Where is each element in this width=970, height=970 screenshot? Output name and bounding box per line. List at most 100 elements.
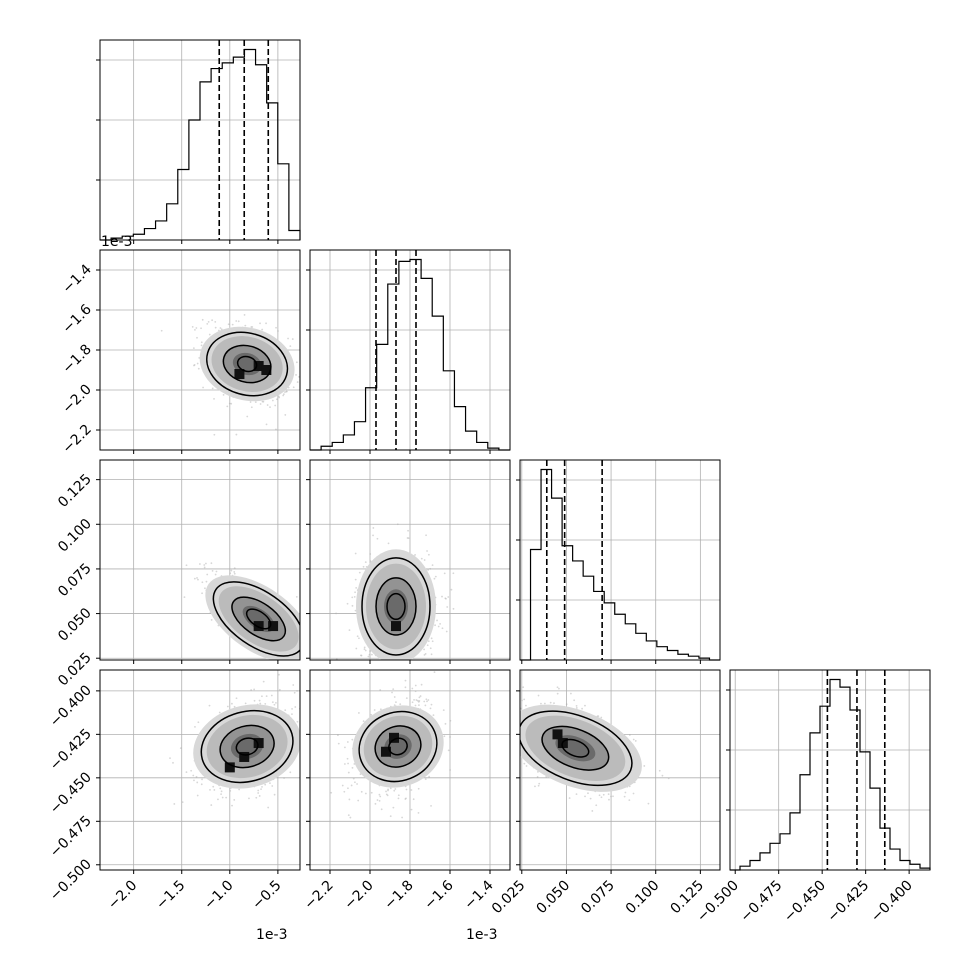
scatter-point bbox=[450, 588, 453, 591]
scatter-point bbox=[612, 795, 614, 798]
scatter-point bbox=[410, 808, 413, 811]
scatter-point bbox=[235, 320, 238, 322]
scatter-point bbox=[444, 722, 447, 725]
scatter-point bbox=[295, 361, 298, 364]
scatter-point bbox=[303, 639, 305, 641]
scatter-point bbox=[231, 804, 233, 807]
scatter-point bbox=[525, 765, 528, 767]
scatter-point bbox=[303, 628, 305, 630]
scatter-point bbox=[570, 692, 572, 695]
xtick-label-0-3: −0.5 bbox=[249, 877, 284, 912]
scatter-point bbox=[439, 622, 442, 625]
density-1-0 bbox=[199, 326, 295, 402]
scatter-point bbox=[558, 687, 560, 690]
scatter-point bbox=[392, 688, 395, 691]
scatter-point bbox=[378, 799, 381, 802]
scatter-point bbox=[333, 674, 335, 676]
xtick-label-1-1: −2.0 bbox=[341, 877, 376, 912]
scatter-point bbox=[337, 734, 339, 737]
scatter-point bbox=[427, 640, 430, 643]
offset-label-param1-x: 1e-3 bbox=[466, 927, 497, 943]
scatter-point bbox=[386, 794, 389, 797]
contour-line-1 bbox=[541, 725, 610, 771]
scatter-point bbox=[595, 804, 598, 807]
scatter-point bbox=[225, 796, 228, 799]
scatter-point bbox=[538, 782, 541, 785]
scatter-point bbox=[515, 706, 517, 708]
xtick-label-0-2: −1.0 bbox=[201, 877, 236, 912]
scatter-point bbox=[364, 792, 367, 795]
scatter-point bbox=[287, 337, 289, 340]
scatter-point bbox=[330, 791, 333, 794]
scatter-point bbox=[344, 746, 346, 749]
scatter-point bbox=[424, 778, 427, 781]
ytick-label-1-1: −2.0 bbox=[59, 382, 94, 417]
scatter-point bbox=[429, 647, 432, 650]
scatter-point bbox=[205, 562, 207, 565]
scatter-point bbox=[376, 799, 379, 801]
scatter-point bbox=[273, 793, 276, 796]
scatter-point bbox=[386, 673, 388, 675]
scatter-point bbox=[575, 793, 578, 796]
scatter-point bbox=[661, 774, 664, 777]
scatter-point bbox=[358, 637, 360, 640]
scatter-point bbox=[581, 707, 584, 710]
scatter-point bbox=[370, 653, 373, 656]
scatter-point bbox=[343, 763, 346, 765]
scatter-point bbox=[500, 757, 502, 759]
scatter-point bbox=[416, 699, 419, 702]
scatter-point bbox=[201, 778, 203, 781]
scatter-point bbox=[213, 397, 215, 400]
scatter-point bbox=[319, 721, 321, 723]
scatter-point bbox=[185, 564, 188, 567]
scatter-point bbox=[423, 653, 426, 656]
ytick-label-3-2: −0.450 bbox=[47, 769, 95, 817]
scatter-point bbox=[291, 713, 293, 716]
contour-line-0 bbox=[236, 355, 258, 373]
scatter-point bbox=[502, 729, 504, 731]
scatter-point bbox=[269, 782, 271, 785]
xtick-label-0-1: −1.5 bbox=[153, 877, 188, 912]
scatter-point bbox=[208, 333, 211, 336]
scatter-point bbox=[387, 789, 389, 792]
scatter-point bbox=[515, 740, 517, 742]
scatter-point bbox=[395, 701, 397, 704]
scatter-point bbox=[602, 793, 605, 796]
scatter-point bbox=[238, 788, 241, 791]
scatter-point bbox=[362, 720, 365, 723]
scatter-point bbox=[250, 406, 253, 409]
scatter-point bbox=[289, 345, 292, 347]
contour-line-1 bbox=[219, 724, 275, 769]
scatter-point bbox=[393, 704, 396, 707]
scatter-point bbox=[271, 399, 274, 402]
scatter-point bbox=[393, 696, 396, 698]
scatter-point bbox=[523, 698, 526, 701]
scatter-point bbox=[513, 704, 515, 706]
contour-line-2 bbox=[358, 710, 438, 783]
scatter-point bbox=[254, 401, 257, 404]
scatter-point bbox=[543, 702, 546, 705]
pair-panel-3-1: −2.2 −2.0 −1.8 −1.6 −1.4 bbox=[301, 669, 511, 913]
scatter-point bbox=[398, 672, 400, 674]
xtick-label-2-0: 0.025 bbox=[489, 877, 529, 917]
scatter-point bbox=[397, 688, 399, 690]
scatter-point bbox=[383, 664, 385, 666]
scatter-point bbox=[214, 573, 217, 576]
scatter-point bbox=[308, 384, 310, 386]
ytick-label-2-2: 0.075 bbox=[55, 560, 95, 600]
scatter-point bbox=[198, 563, 201, 565]
scatter-point bbox=[428, 775, 431, 778]
scatter-point bbox=[589, 797, 592, 800]
scatter-point bbox=[287, 667, 289, 669]
scatter-point bbox=[418, 700, 421, 702]
scatter-point bbox=[282, 393, 285, 396]
scatter-point bbox=[196, 577, 198, 579]
scatter-point bbox=[420, 662, 422, 664]
scatter-point bbox=[233, 705, 236, 708]
scatter-point bbox=[221, 796, 224, 799]
density-2-1 bbox=[356, 549, 436, 660]
scatter-point bbox=[218, 711, 221, 714]
scatter-point bbox=[537, 784, 540, 787]
scatter-point bbox=[260, 788, 262, 790]
scatter-point bbox=[274, 404, 277, 407]
